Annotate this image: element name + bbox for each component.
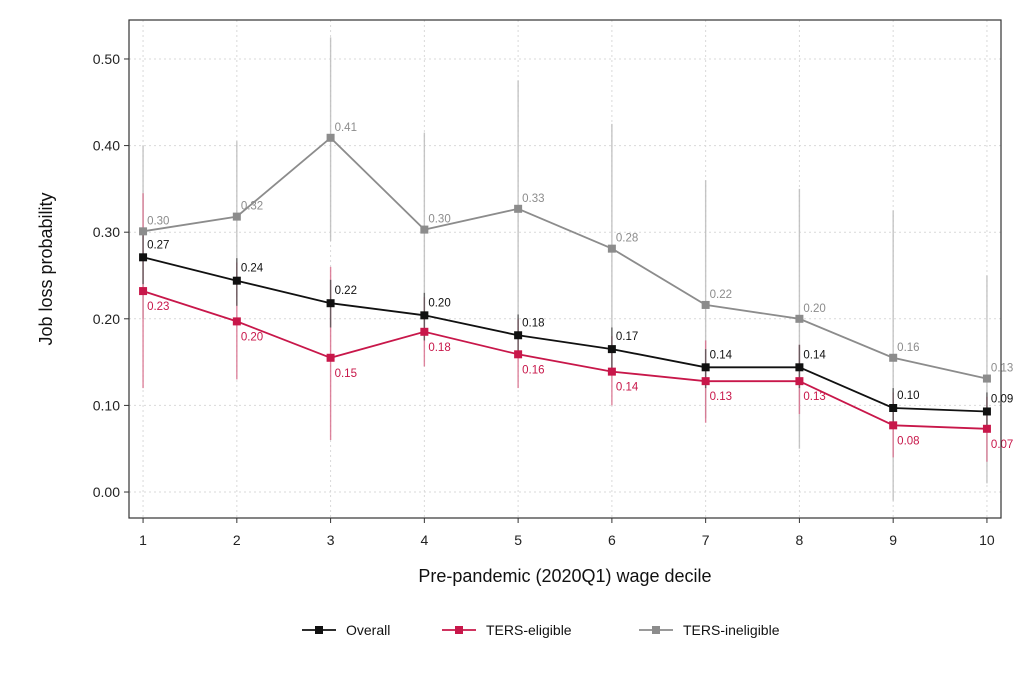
data-point xyxy=(607,367,616,376)
data-point xyxy=(701,363,710,372)
x-tick-label: 10 xyxy=(979,532,995,548)
data-point xyxy=(701,377,710,386)
data-point xyxy=(982,407,991,416)
y-tick-label: 0.10 xyxy=(93,397,120,413)
data-point xyxy=(420,311,429,320)
x-axis: 1 2 3 4 5 6 7 8 9 10 xyxy=(139,518,995,548)
data-point xyxy=(607,244,616,253)
data-label: 0.22 xyxy=(335,285,357,297)
data-label: 0.30 xyxy=(147,215,169,227)
data-point xyxy=(232,276,241,285)
data-point xyxy=(607,345,616,354)
data-point xyxy=(514,331,523,340)
y-tick-label: 0.50 xyxy=(93,51,120,67)
data-point xyxy=(982,374,991,383)
y-tick-label: 0.40 xyxy=(93,138,120,154)
data-label: 0.15 xyxy=(335,368,357,380)
data-label: 0.13 xyxy=(803,391,825,403)
legend-label: Overall xyxy=(346,622,390,638)
x-tick-label: 1 xyxy=(139,532,147,548)
legend-label: TERS-eligible xyxy=(486,622,572,638)
data-label: 0.07 xyxy=(991,439,1013,451)
x-tick-label: 7 xyxy=(702,532,710,548)
data-label: 0.18 xyxy=(428,342,450,354)
data-label: 0.14 xyxy=(803,349,826,361)
data-label: 0.14 xyxy=(616,382,639,394)
data-label: 0.13 xyxy=(991,363,1013,375)
data-point xyxy=(232,317,241,326)
x-tick-label: 3 xyxy=(327,532,335,548)
data-point xyxy=(701,300,710,309)
data-point xyxy=(889,404,898,413)
data-point xyxy=(420,327,429,336)
y-tick-label: 0.00 xyxy=(93,484,120,500)
series-line xyxy=(142,136,988,380)
x-tick-label: 4 xyxy=(420,532,428,548)
data-label: 0.28 xyxy=(616,233,638,245)
data-point xyxy=(795,363,804,372)
y-axis: 0.00 0.10 0.20 0.30 0.40 0.50 xyxy=(93,51,129,500)
data-point xyxy=(795,314,804,323)
data-label: 0.10 xyxy=(897,390,919,402)
data-point xyxy=(889,353,898,362)
x-tick-label: 9 xyxy=(889,532,897,548)
data-label: 0.41 xyxy=(335,122,357,134)
data-label: 0.33 xyxy=(522,193,544,205)
x-axis-title: Pre-pandemic (2020Q1) wage decile xyxy=(418,566,711,586)
data-label: 0.16 xyxy=(897,342,919,354)
data-label: 0.17 xyxy=(616,331,638,343)
data-labels: 0.30 0.32 0.41 0.30 0.33 0.28 0.22 0.20 0.16 0.13… xyxy=(147,122,1013,451)
data-label: 0.23 xyxy=(147,301,169,313)
data-label: 0.14 xyxy=(710,349,733,361)
data-label: 0.24 xyxy=(241,263,264,275)
data-point xyxy=(326,133,335,142)
data-label: 0.08 xyxy=(897,435,919,447)
data-point xyxy=(139,227,148,236)
data-label: 0.09 xyxy=(991,393,1013,405)
data-point xyxy=(889,421,898,430)
data-label: 0.16 xyxy=(522,364,544,376)
data-point xyxy=(514,350,523,359)
data-label: 0.18 xyxy=(522,317,544,329)
legend-label: TERS-ineligible xyxy=(683,622,780,638)
data-point xyxy=(326,353,335,362)
x-tick-label: 6 xyxy=(608,532,616,548)
x-tick-label: 2 xyxy=(233,532,241,548)
series-line xyxy=(142,256,987,413)
series-line xyxy=(142,290,987,430)
data-point xyxy=(795,377,804,386)
legend-marker xyxy=(315,626,323,634)
x-tick-label: 5 xyxy=(514,532,522,548)
data-label: 0.20 xyxy=(803,303,825,315)
legend: Overall TERS-eligible TERS-ineligible xyxy=(302,622,780,638)
x-tick-label: 8 xyxy=(796,532,804,548)
data-label: 0.20 xyxy=(428,297,450,309)
data-point xyxy=(139,253,148,262)
data-label: 0.13 xyxy=(710,391,732,403)
data-point xyxy=(139,287,148,296)
y-tick-label: 0.20 xyxy=(93,311,120,327)
y-axis-title: Job loss probability xyxy=(36,192,56,345)
data-label: 0.20 xyxy=(241,331,263,343)
data-label: 0.22 xyxy=(710,289,732,301)
data-point xyxy=(420,225,429,234)
legend-marker xyxy=(455,626,463,634)
data-point xyxy=(326,299,335,308)
y-tick-label: 0.30 xyxy=(93,224,120,240)
data-label: 0.27 xyxy=(147,239,169,251)
data-point xyxy=(232,212,241,221)
data-points xyxy=(139,133,991,433)
plot-panel-border xyxy=(128,19,1002,519)
data-point xyxy=(982,424,991,433)
data-label: 0.32 xyxy=(241,201,263,213)
series-lines xyxy=(142,136,988,430)
data-label: 0.30 xyxy=(428,214,450,226)
data-point xyxy=(514,204,523,213)
legend-marker xyxy=(652,626,660,634)
